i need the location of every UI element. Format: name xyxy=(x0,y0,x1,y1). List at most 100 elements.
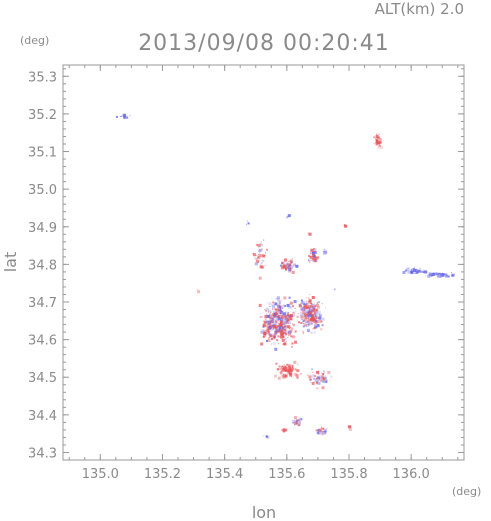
echo-point xyxy=(282,318,284,320)
echo-point xyxy=(323,370,325,373)
echo-point xyxy=(324,249,328,253)
y-tick-label: 35.0 xyxy=(28,183,57,198)
echo-point xyxy=(280,333,283,336)
x-axis-label: lon xyxy=(252,503,276,521)
echo-point xyxy=(262,335,265,338)
echo-point xyxy=(304,324,307,327)
y-tick-label: 34.9 xyxy=(28,221,57,236)
echo-point xyxy=(451,274,454,277)
echo-point xyxy=(287,370,289,371)
echo-point xyxy=(287,371,291,375)
echo-point xyxy=(272,314,274,317)
echo-point xyxy=(280,368,282,370)
echo-point xyxy=(310,302,312,304)
echo-point xyxy=(302,316,304,318)
echo-point xyxy=(320,427,323,430)
echo-point xyxy=(278,302,280,304)
y-unit-label: (deg) xyxy=(20,34,49,47)
echo-point xyxy=(287,214,291,218)
echo-point xyxy=(296,369,299,372)
echo-point xyxy=(436,274,440,278)
echo-point xyxy=(314,314,317,317)
echo-point xyxy=(316,376,320,379)
echo-point xyxy=(318,431,322,435)
echo-point xyxy=(267,342,269,344)
echo-point xyxy=(280,334,282,335)
echo-point xyxy=(287,321,291,325)
echo-point xyxy=(279,315,282,318)
echo-point xyxy=(258,276,262,280)
echo-point xyxy=(424,270,428,274)
echo-point xyxy=(254,257,257,260)
echo-point xyxy=(313,307,316,310)
echo-point xyxy=(319,313,320,315)
echo-point xyxy=(310,309,314,313)
echo-point xyxy=(316,302,318,304)
echo-point xyxy=(407,270,411,274)
echo-point xyxy=(438,273,442,277)
echo-point xyxy=(285,321,287,323)
echo-point xyxy=(277,304,280,307)
echo-point xyxy=(309,299,312,302)
echo-point xyxy=(265,313,267,315)
echo-point xyxy=(311,303,313,305)
echo-point xyxy=(258,254,262,258)
echo-point xyxy=(315,308,317,310)
echo-point xyxy=(310,305,314,309)
echo-point xyxy=(292,263,296,267)
echo-point xyxy=(260,264,262,266)
echo-point xyxy=(286,428,288,430)
echo-point xyxy=(302,330,305,333)
echo-point xyxy=(375,141,379,145)
echo-point xyxy=(320,430,323,433)
echo-point xyxy=(287,335,289,337)
echo-point xyxy=(322,373,325,376)
echo-point xyxy=(313,327,316,330)
echo-point xyxy=(273,317,277,320)
echo-point xyxy=(296,320,298,322)
echo-point xyxy=(275,311,278,314)
echo-point xyxy=(377,136,379,139)
echo-point xyxy=(447,275,450,278)
echo-point xyxy=(289,367,292,370)
echo-point xyxy=(266,328,270,332)
echo-point xyxy=(288,365,290,367)
echo-point xyxy=(320,373,322,375)
echo-point xyxy=(289,373,293,377)
echo-point xyxy=(269,318,273,321)
echo-point xyxy=(275,334,277,336)
echo-point xyxy=(268,312,271,315)
echo-point xyxy=(419,268,421,269)
y-tick-label: 34.3 xyxy=(28,446,57,461)
echo-point xyxy=(308,307,311,310)
echo-point xyxy=(246,220,248,222)
echo-point xyxy=(308,375,312,379)
echo-point xyxy=(278,307,280,310)
echo-point xyxy=(283,264,287,268)
echo-point xyxy=(304,310,308,314)
echo-point xyxy=(272,328,275,331)
echo-point xyxy=(286,216,289,219)
echo-point xyxy=(324,380,328,384)
echo-point xyxy=(286,321,289,324)
echo-point xyxy=(304,312,308,316)
echo-point xyxy=(281,338,285,342)
echo-point xyxy=(274,321,275,323)
echo-point xyxy=(278,327,281,329)
echo-point xyxy=(261,259,263,261)
echo-point xyxy=(314,380,316,382)
echo-point xyxy=(273,315,275,317)
echo-point xyxy=(282,336,285,338)
echo-point xyxy=(320,320,322,322)
echo-point xyxy=(319,319,323,323)
echo-point xyxy=(344,224,346,225)
echo-point xyxy=(321,317,325,321)
echo-point xyxy=(283,430,286,433)
echo-point xyxy=(318,301,321,304)
echo-point xyxy=(314,325,318,329)
echo-point xyxy=(315,381,318,384)
echo-point xyxy=(271,320,275,324)
echo-point xyxy=(316,316,319,319)
echo-point xyxy=(273,324,277,328)
y-tick-label: 35.1 xyxy=(28,146,57,161)
